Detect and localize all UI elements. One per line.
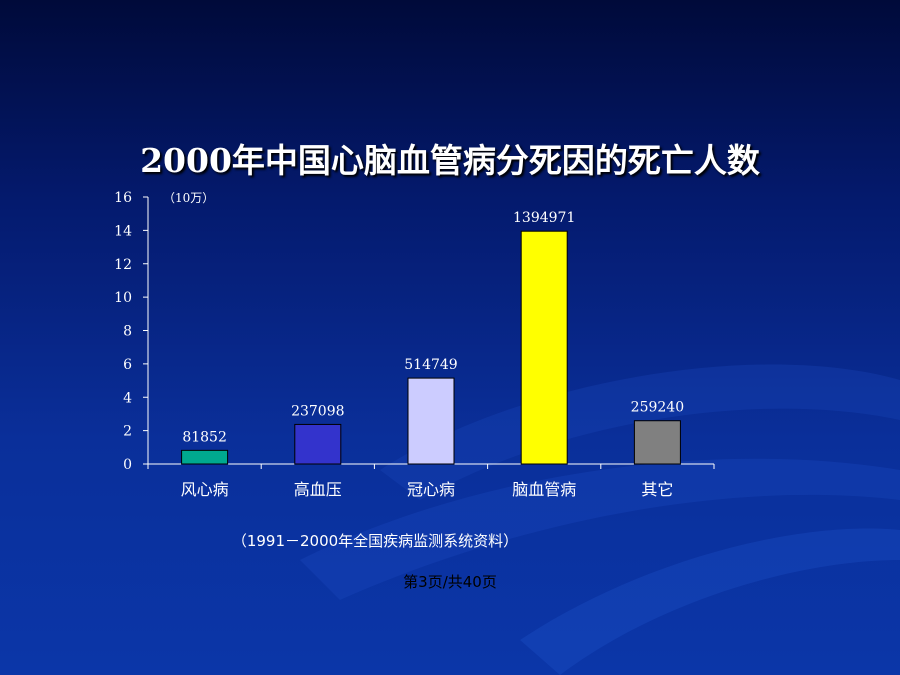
chart-title: 2000年中国心脑血管病分死因的死亡人数: [140, 141, 760, 180]
x-category-label: 其它: [641, 480, 673, 499]
data-label: 237098: [291, 403, 344, 419]
y-axis-unit-label: （10万）: [163, 191, 214, 205]
y-axis-ticks: 0 2 4 6 8 10 12 14 16: [114, 190, 148, 473]
x-category-label: 风心病: [181, 480, 229, 499]
bars: [181, 230, 681, 465]
data-label: 259240: [631, 400, 684, 416]
page-number: 第3页/共40页: [403, 573, 497, 591]
y-tick-label: 14: [114, 223, 132, 239]
y-tick-label: 0: [123, 457, 132, 473]
data-labels: 81852 237098 514749 1394971 259240: [182, 210, 684, 445]
data-label: 1394971: [513, 210, 575, 226]
x-category-label: 脑血管病: [512, 480, 576, 499]
y-tick-label: 4: [123, 390, 132, 406]
y-tick-label: 16: [114, 190, 132, 206]
data-label: 81852: [182, 429, 227, 445]
bar-4: [520, 230, 568, 465]
bar-1: [181, 449, 229, 465]
x-category-label: 高血压: [294, 480, 342, 499]
y-tick-label: 6: [123, 357, 132, 373]
y-tick-label: 12: [114, 257, 132, 273]
data-label: 514749: [404, 357, 457, 373]
x-axis-categories: 风心病 高血压 冠心病 脑血管病 其它: [181, 480, 674, 499]
y-tick-label: 8: [123, 324, 132, 340]
x-category-label: 冠心病: [407, 480, 455, 499]
bar-2: [294, 423, 342, 465]
y-tick-label: 2: [123, 424, 132, 440]
bar-5: [633, 420, 681, 465]
source-note: （1991－2000年全国疾病监测系统资料）: [231, 532, 519, 550]
bar-3: [407, 377, 455, 465]
y-tick-label: 10: [114, 290, 132, 306]
